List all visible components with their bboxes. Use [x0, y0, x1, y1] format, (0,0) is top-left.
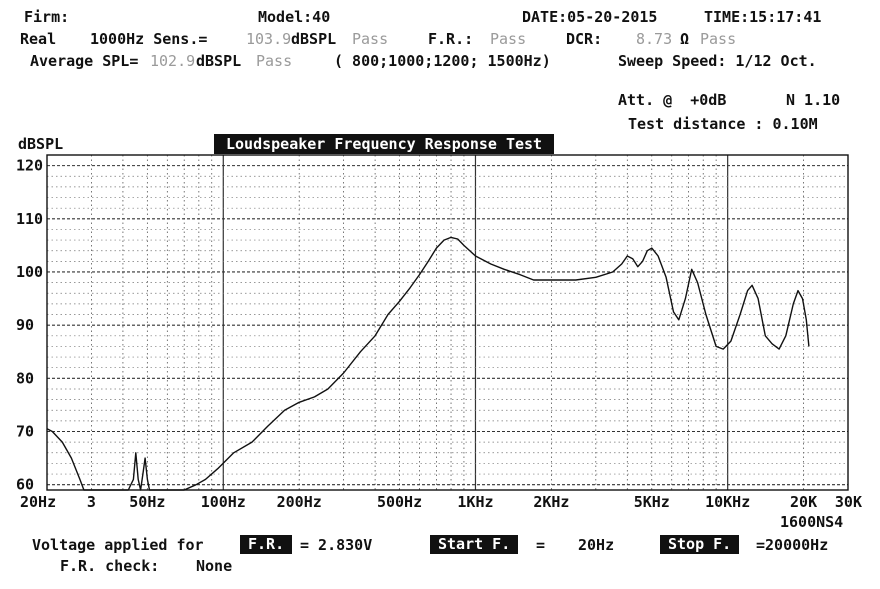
fr-check-label: F.R. check:: [60, 557, 160, 575]
y-tick-label: 100: [16, 263, 43, 281]
sens-status: Pass: [352, 30, 389, 48]
fr-check-value: None: [196, 557, 233, 575]
y-tick-label: 110: [16, 210, 43, 228]
response-curve: [46, 236, 810, 491]
test-distance: Test distance : 0.10M: [628, 115, 818, 133]
model-label: Model:40: [258, 8, 331, 26]
y-tick-label: 80: [16, 369, 34, 387]
y-tick-label: 90: [16, 316, 34, 334]
sweep-speed: Sweep Speed: 1/12 Oct.: [618, 52, 817, 70]
x-tick-label: 100Hz: [201, 493, 246, 511]
fr-label: F.R.:: [428, 30, 474, 48]
start-frequency-box: Start F.: [430, 535, 519, 554]
start-frequency-value: 20Hz: [578, 536, 615, 554]
date-label: DATE:05-20-2015: [522, 8, 658, 26]
y-tick-label: 120: [16, 157, 43, 175]
x-tick-label: 10KHz: [705, 493, 750, 511]
firm-label: Firm:: [24, 8, 70, 26]
dcr-value: 8.73: [636, 30, 673, 48]
y-tick-label: 60: [16, 476, 34, 494]
average-spl-status: Pass: [256, 52, 293, 70]
x-tick-label: 50Hz: [129, 493, 165, 511]
x-tick-labels: 20Hz 3 50Hz 100Hz 200Hz 500Hz 1KHz 2KHz 5KHz 10KH…: [20, 493, 862, 511]
time-label: TIME:15:17:41: [704, 8, 822, 26]
x-tick-label: 200Hz: [277, 493, 322, 511]
plot-frame: [46, 154, 849, 491]
attenuation: Att. @ +0dB: [618, 91, 727, 109]
chart-title: Loudspeaker Frequency Response Test: [214, 134, 555, 154]
y-axis-label: dBSPL: [18, 135, 64, 153]
dcr-status: Pass: [700, 30, 737, 48]
dcr-label: DCR:: [566, 30, 603, 48]
start-frequency-equals: =: [536, 536, 546, 554]
grid: [46, 155, 849, 490]
sens-value: 103.9: [246, 30, 292, 48]
fr-box: F.R.: [240, 535, 293, 554]
sens-freq-label: 1000Hz Sens.=: [90, 30, 208, 48]
x-tick-label: 1KHz: [457, 493, 493, 511]
fr-status: Pass: [490, 30, 527, 48]
x-tick-label: 30K: [835, 493, 862, 511]
y-tick-labels: 60 70 80 90 100 110 120: [16, 157, 43, 494]
real-label: Real: [20, 30, 57, 48]
y-tick-label: 70: [16, 423, 34, 441]
x-tick-label: 3: [87, 493, 96, 511]
x-tick-label: 20Hz: [20, 493, 56, 511]
x-tick-label: 500Hz: [377, 493, 422, 511]
average-spl-unit: dBSPL: [196, 52, 242, 70]
series: [46, 236, 810, 491]
stop-frequency-value: =20000Hz: [756, 536, 829, 554]
axes: [46, 154, 849, 491]
voltage-label: Voltage applied for: [32, 536, 204, 554]
stop-frequency-box: Stop F.: [660, 535, 740, 554]
model-code: 1600NS4: [780, 513, 844, 531]
average-freqs: ( 800;1000;1200; 1500Hz): [334, 52, 551, 70]
dcr-unit: Ω: [680, 30, 690, 48]
x-tick-label: 2KHz: [533, 493, 569, 511]
average-spl-label: Average SPL=: [30, 52, 139, 70]
x-tick-label: 20K: [790, 493, 817, 511]
x-tick-label: 5KHz: [634, 493, 670, 511]
version-label: N 1.10: [786, 91, 841, 109]
average-spl-value: 102.9: [150, 52, 196, 70]
sens-unit: dBSPL: [291, 30, 337, 48]
voltage-value: = 2.830V: [300, 536, 373, 554]
